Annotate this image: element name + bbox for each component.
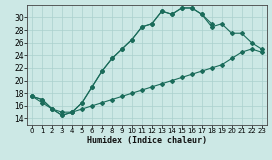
X-axis label: Humidex (Indice chaleur): Humidex (Indice chaleur) <box>87 136 207 145</box>
